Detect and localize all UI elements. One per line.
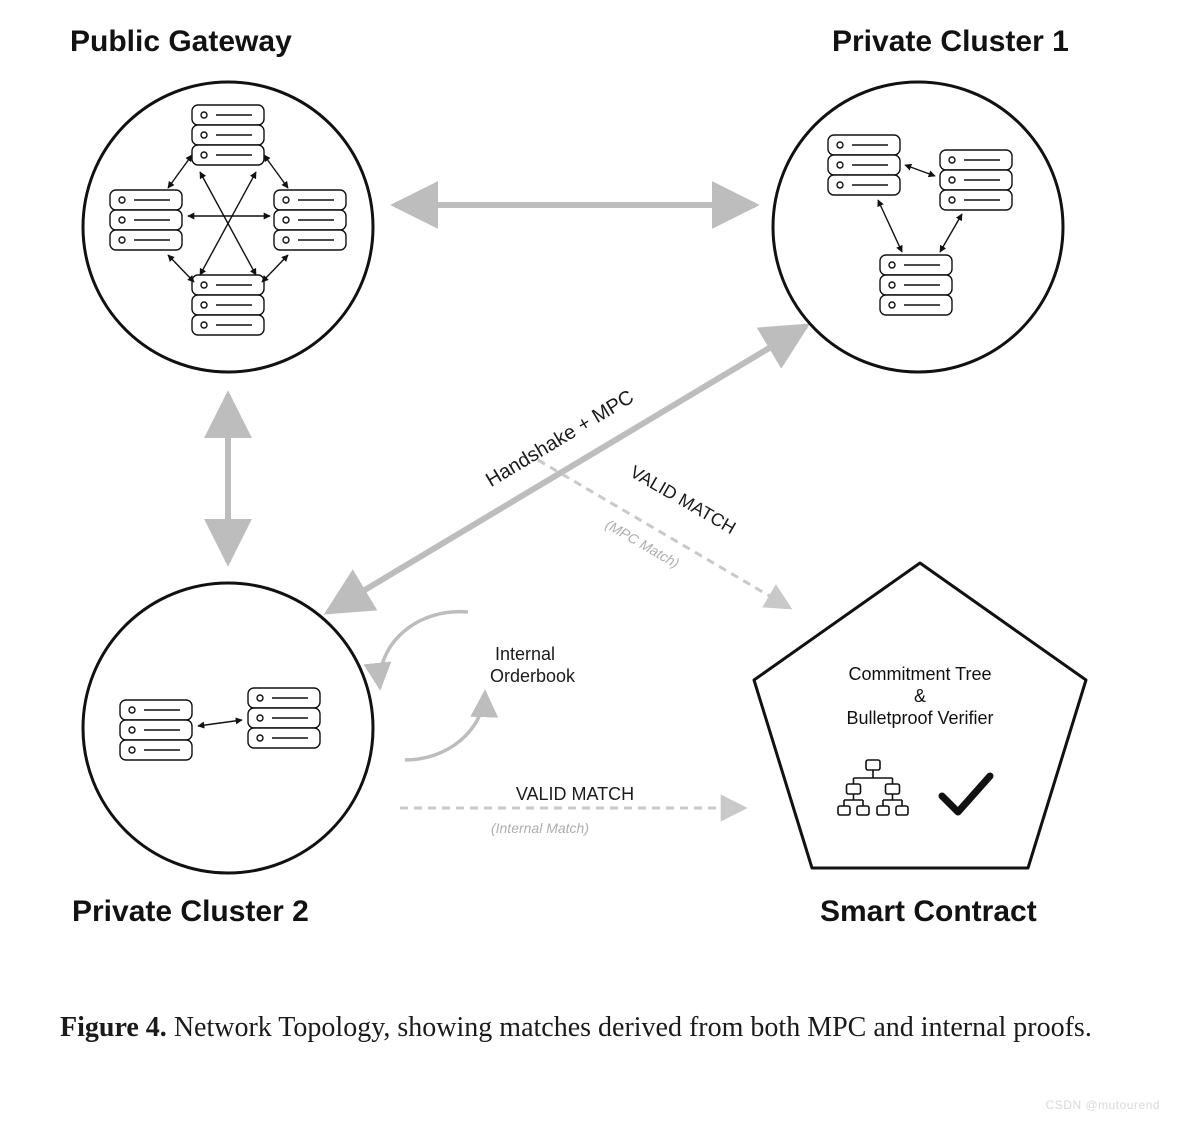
title-private-cluster-2: Private Cluster 2 (72, 895, 309, 929)
node-public-gateway (83, 82, 373, 372)
figure-caption-text: Network Topology, showing matches derive… (167, 1012, 1092, 1043)
server-icon (940, 150, 1012, 210)
server-icon (274, 190, 346, 250)
edge-orderbook-label1: Internal (495, 644, 555, 664)
edge-valid-mpc-sublabel: (MPC Match) (603, 516, 682, 571)
edge-valid-mpc-label: VALID MATCH (627, 462, 740, 539)
server-icon (192, 105, 264, 165)
server-icon (880, 255, 952, 315)
server-icon (120, 700, 192, 760)
edge-orderbook-bottom (405, 692, 485, 760)
watermark: CSDN @mutourend (1046, 1098, 1160, 1112)
server-icon (192, 275, 264, 335)
server-icon (110, 190, 182, 250)
figure-caption: Figure 4. Network Topology, showing matc… (60, 1010, 1120, 1046)
smart-contract-line1: Commitment Tree (848, 664, 991, 684)
edge-orderbook-label2: Orderbook (490, 666, 576, 686)
smart-contract-line2: Bulletproof Verifier (846, 708, 993, 728)
edge-valid-internal-label: VALID MATCH (516, 784, 634, 804)
title-public-gateway: Public Gateway (70, 25, 292, 59)
title-smart-contract: Smart Contract (820, 895, 1037, 929)
edge-handshake (328, 326, 806, 612)
server-icon (828, 135, 900, 195)
edge-valid-internal-sublabel: (Internal Match) (491, 820, 589, 836)
diagram-svg: Handshake + MPC VALID MATCH (MPC Match) … (0, 0, 1180, 1130)
diagram-stage: Handshake + MPC VALID MATCH (MPC Match) … (0, 0, 1180, 1130)
server-icon (248, 688, 320, 748)
edge-orderbook-top (380, 612, 468, 688)
title-private-cluster-1: Private Cluster 1 (832, 25, 1069, 59)
node-smart-contract: Commitment Tree & Bulletproof Verifier (754, 563, 1086, 868)
node-private-cluster-1 (773, 82, 1063, 372)
smart-contract-amp: & (914, 686, 926, 706)
figure-caption-prefix: Figure 4. (60, 1012, 167, 1043)
node-private-cluster-2 (83, 583, 373, 873)
